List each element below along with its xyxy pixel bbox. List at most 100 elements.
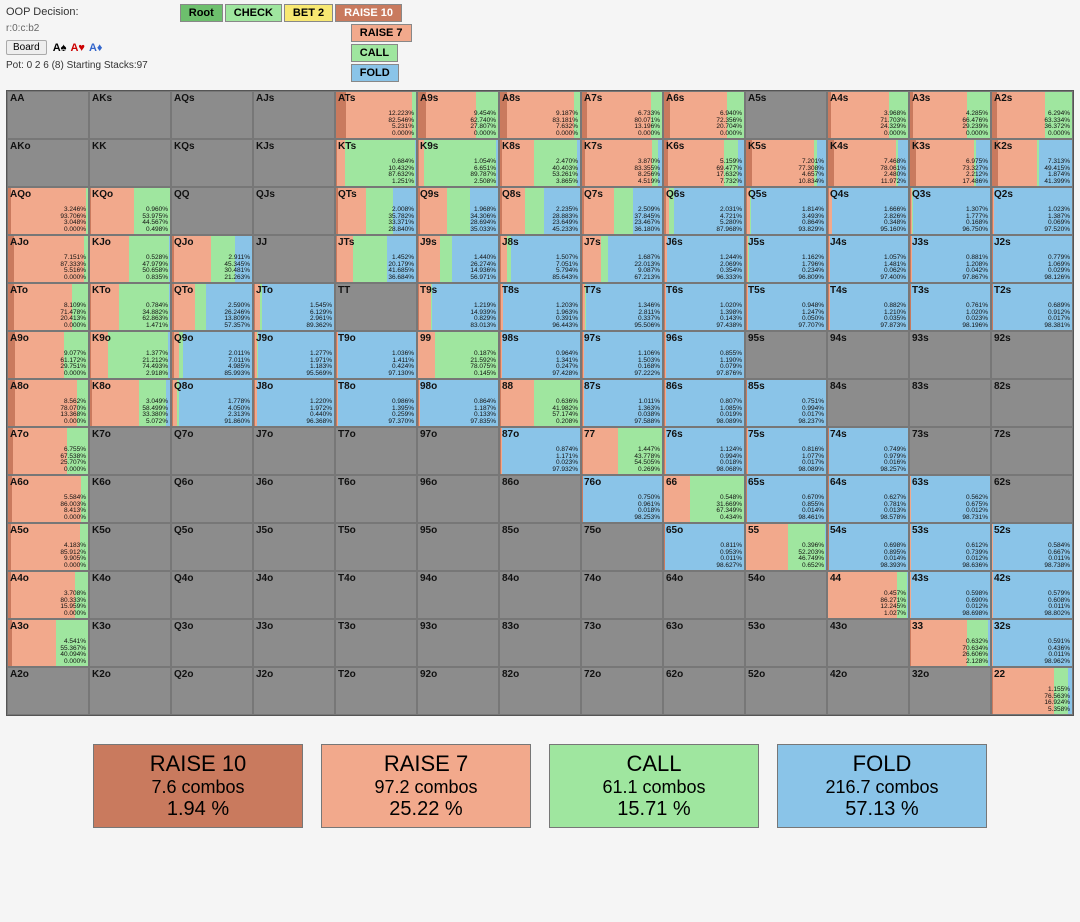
cell-65o[interactable]: 65o0.811%0.953%0.011%98.627% — [663, 523, 745, 571]
cell-KK[interactable]: KK — [89, 139, 171, 187]
cell-84o[interactable]: 84o — [499, 571, 581, 619]
cell-QTs[interactable]: QTs2.008%35.782%33.371%28.840% — [335, 187, 417, 235]
cell-T5o[interactable]: T5o — [335, 523, 417, 571]
cell-77[interactable]: 771.447%43.778%54.505%0.269% — [581, 427, 663, 475]
cell-T8o[interactable]: T8o0.986%1.395%0.259%97.370% — [335, 379, 417, 427]
cell-A5o[interactable]: A5o4.183%85.912%9.905%0.000% — [7, 523, 89, 571]
cell-94o[interactable]: 94o — [417, 571, 499, 619]
cell-J6o[interactable]: J6o — [253, 475, 335, 523]
cell-74o[interactable]: 74o — [581, 571, 663, 619]
cell-K6o[interactable]: K6o — [89, 475, 171, 523]
cell-66[interactable]: 660.548%31.669%67.349%0.434% — [663, 475, 745, 523]
cell-74s[interactable]: 74s0.749%0.979%0.016%98.257% — [827, 427, 909, 475]
cell-Q9s[interactable]: Q9s1.968%34.306%28.694%35.033% — [417, 187, 499, 235]
cell-75o[interactable]: 75o — [581, 523, 663, 571]
cell-82o[interactable]: 82o — [499, 667, 581, 715]
cell-94s[interactable]: 94s — [827, 331, 909, 379]
cell-42o[interactable]: 42o — [827, 667, 909, 715]
cell-76s[interactable]: 76s1.124%0.994%0.018%98.068% — [663, 427, 745, 475]
cell-AQs[interactable]: AQs — [171, 91, 253, 139]
crumb-check[interactable]: CHECK — [225, 4, 282, 22]
cell-J7s[interactable]: J7s1.687%22.013%9.087%67.213% — [581, 235, 663, 283]
cell-98s[interactable]: 98s0.964%1.341%0.247%97.428% — [499, 331, 581, 379]
cell-A4s[interactable]: A4s3.968%71.703%24.329%0.000% — [827, 91, 909, 139]
cell-T9s[interactable]: T9s1.219%14.939%0.829%83.013% — [417, 283, 499, 331]
cell-QJo[interactable]: QJo2.911%45.345%30.481%21.263% — [171, 235, 253, 283]
cell-T2o[interactable]: T2o — [335, 667, 417, 715]
cell-72s[interactable]: 72s — [991, 427, 1073, 475]
cell-A4o[interactable]: A4o3.708%80.333%15.959%0.000% — [7, 571, 89, 619]
cell-Q5o[interactable]: Q5o — [171, 523, 253, 571]
cell-93o[interactable]: 93o — [417, 619, 499, 667]
cell-54s[interactable]: 54s0.698%0.895%0.014%98.393% — [827, 523, 909, 571]
cell-K2s[interactable]: K2s7.313%49.415%1.874%41.399% — [991, 139, 1073, 187]
cell-ATs[interactable]: ATs12.223%82.546%5.231%0.000% — [335, 91, 417, 139]
cell-QTo[interactable]: QTo2.590%26.246%13.809%57.357% — [171, 283, 253, 331]
cell-55[interactable]: 550.396%52.203%46.749%0.652% — [745, 523, 827, 571]
cell-K8o[interactable]: K8o3.049%58.499%33.380%5.072% — [89, 379, 171, 427]
cell-J9s[interactable]: J9s1.440%26.274%14.936%56.971% — [417, 235, 499, 283]
cell-T2s[interactable]: T2s0.689%0.912%0.017%98.381% — [991, 283, 1073, 331]
cell-J4s[interactable]: J4s1.057%1.481%0.062%97.400% — [827, 235, 909, 283]
cell-85s[interactable]: 85s0.751%0.994%0.017%98.237% — [745, 379, 827, 427]
cell-T8s[interactable]: T8s1.203%1.963%0.391%96.443% — [499, 283, 581, 331]
cell-A9o[interactable]: A9o9.077%61.172%29.751%0.000% — [7, 331, 89, 379]
cell-K9o[interactable]: K9o1.377%21.212%74.493%2.918% — [89, 331, 171, 379]
cell-J8s[interactable]: J8s1.507%7.051%5.794%85.643% — [499, 235, 581, 283]
cell-K3o[interactable]: K3o — [89, 619, 171, 667]
cell-53o[interactable]: 53o — [745, 619, 827, 667]
cell-84s[interactable]: 84s — [827, 379, 909, 427]
cell-Q8s[interactable]: Q8s2.235%28.883%23.649%45.233% — [499, 187, 581, 235]
crumb-raise-7[interactable]: RAISE 7 — [351, 24, 412, 42]
cell-J3o[interactable]: J3o — [253, 619, 335, 667]
cell-A2s[interactable]: A2s6.294%63.334%36.372%0.000% — [991, 91, 1073, 139]
crumb-bet-2[interactable]: BET 2 — [284, 4, 333, 22]
cell-87o[interactable]: 87o0.874%1.171%0.023%97.932% — [499, 427, 581, 475]
cell-Q5s[interactable]: Q5s1.814%3.493%0.864%93.829% — [745, 187, 827, 235]
cell-J3s[interactable]: J3s0.881%1.208%0.042%97.867% — [909, 235, 991, 283]
cell-A2o[interactable]: A2o — [7, 667, 89, 715]
cell-62o[interactable]: 62o — [663, 667, 745, 715]
cell-97o[interactable]: 97o — [417, 427, 499, 475]
cell-K9s[interactable]: K9s1.054%6.651%89.787%2.508% — [417, 139, 499, 187]
cell-Q2s[interactable]: Q2s1.023%1.387%0.069%97.520% — [991, 187, 1073, 235]
cell-T5s[interactable]: T5s0.948%1.247%0.050%97.707% — [745, 283, 827, 331]
cell-ATo[interactable]: ATo8.109%71.478%20.413%0.000% — [7, 283, 89, 331]
cell-A7s[interactable]: A7s6.733%80.071%13.196%0.000% — [581, 91, 663, 139]
cell-43s[interactable]: 43s0.598%0.690%0.012%98.698% — [909, 571, 991, 619]
cell-A8o[interactable]: A8o8.562%78.070%13.368%0.000% — [7, 379, 89, 427]
cell-Q8o[interactable]: Q8o1.778%4.050%2.313%91.860% — [171, 379, 253, 427]
cell-K2o[interactable]: K2o — [89, 667, 171, 715]
cell-86s[interactable]: 86s0.807%1.085%0.019%98.089% — [663, 379, 745, 427]
cell-76o[interactable]: 76o0.750%0.961%0.018%98.253% — [581, 475, 663, 523]
cell-T3o[interactable]: T3o — [335, 619, 417, 667]
cell-K7s[interactable]: K7s3.870%83.355%8.256%4.519% — [581, 139, 663, 187]
cell-J2s[interactable]: J2s0.779%1.069%0.029%98.126% — [991, 235, 1073, 283]
cell-63o[interactable]: 63o — [663, 619, 745, 667]
cell-63s[interactable]: 63s0.562%0.675%0.012%98.731% — [909, 475, 991, 523]
cell-Q7o[interactable]: Q7o — [171, 427, 253, 475]
cell-92s[interactable]: 92s — [991, 331, 1073, 379]
cell-KTs[interactable]: KTs0.684%10.432%87.632%1.251% — [335, 139, 417, 187]
cell-T4o[interactable]: T4o — [335, 571, 417, 619]
cell-T6o[interactable]: T6o — [335, 475, 417, 523]
cell-99[interactable]: 990.187%21.592%78.075%0.145% — [417, 331, 499, 379]
cell-65s[interactable]: 65s0.670%0.855%0.014%98.461% — [745, 475, 827, 523]
cell-95o[interactable]: 95o — [417, 523, 499, 571]
cell-Q9o[interactable]: Q9o2.011%7.011%4.985%85.993% — [171, 331, 253, 379]
cell-Q4s[interactable]: Q4s1.666%2.826%0.348%95.160% — [827, 187, 909, 235]
cell-J5o[interactable]: J5o — [253, 523, 335, 571]
cell-T7s[interactable]: T7s1.346%2.811%0.337%95.506% — [581, 283, 663, 331]
cell-J6s[interactable]: J6s1.244%2.069%0.354%96.333% — [663, 235, 745, 283]
cell-QJs[interactable]: QJs — [253, 187, 335, 235]
cell-T9o[interactable]: T9o1.036%1.411%0.424%97.130% — [335, 331, 417, 379]
cell-K3s[interactable]: K3s6.975%73.327%2.212%17.486% — [909, 139, 991, 187]
cell-AJo[interactable]: AJo7.151%87.333%5.516%0.000% — [7, 235, 89, 283]
cell-K8s[interactable]: K8s2.470%40.403%53.261%3.865% — [499, 139, 581, 187]
cell-KQo[interactable]: KQo0.960%53.975%44.567%0.498% — [89, 187, 171, 235]
cell-TT[interactable]: TT — [335, 283, 417, 331]
cell-T6s[interactable]: T6s1.020%1.398%0.143%97.438% — [663, 283, 745, 331]
cell-54o[interactable]: 54o — [745, 571, 827, 619]
cell-87s[interactable]: 87s1.011%1.363%0.038%97.588% — [581, 379, 663, 427]
cell-K7o[interactable]: K7o — [89, 427, 171, 475]
